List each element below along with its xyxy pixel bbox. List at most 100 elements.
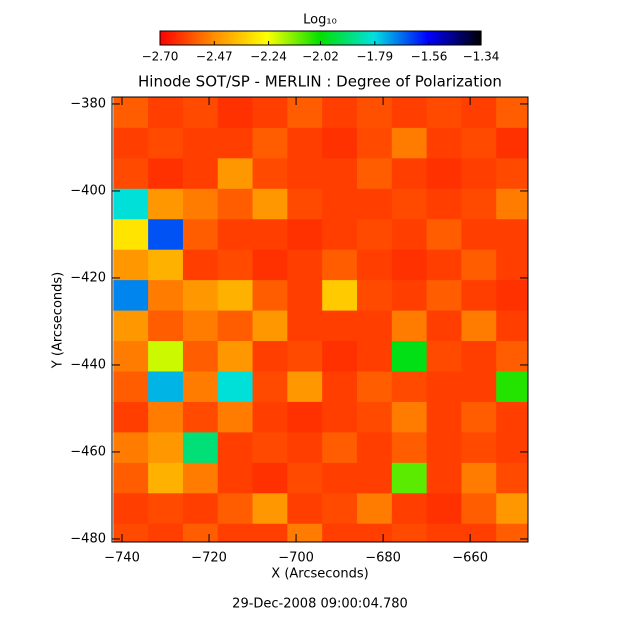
colorbar-swatch <box>472 31 476 45</box>
heatmap-cell <box>356 249 393 281</box>
heatmap-cell <box>217 341 254 372</box>
colorbar-swatch <box>224 31 227 45</box>
heatmap-cell <box>391 127 428 159</box>
colorbar-swatch <box>202 31 205 45</box>
heatmap-cell <box>148 97 184 129</box>
heatmap-cell <box>496 523 528 542</box>
heatmap-cell <box>217 310 254 342</box>
colorbar-swatch <box>286 31 289 45</box>
heatmap-cell <box>287 158 323 190</box>
colorbar-swatch <box>310 31 314 45</box>
colorbar-swatch <box>212 31 215 45</box>
heatmap-cell <box>252 341 288 372</box>
x-tick-label: −700 <box>278 551 314 566</box>
y-axis-label: Y (Arcseconds) <box>51 272 66 369</box>
colorbar-swatch <box>262 31 265 45</box>
colorbar-swatch <box>434 31 438 45</box>
colorbar-swatch <box>276 31 279 45</box>
heatmap-cell <box>461 127 497 159</box>
x-tick-label: −720 <box>191 551 227 566</box>
colorbar-swatch <box>194 31 197 45</box>
heatmap-cell <box>461 341 497 372</box>
heatmap-cell <box>356 432 393 464</box>
colorbar-swatch <box>240 31 243 45</box>
heatmap-cell <box>287 280 323 312</box>
heatmap-cell <box>426 371 462 403</box>
heatmap-cell <box>217 493 254 525</box>
heatmap-cell <box>182 188 219 220</box>
colorbar-tick-label: −1.79 <box>356 50 393 64</box>
colorbar-swatch <box>266 31 269 45</box>
heatmap-cell <box>182 341 219 372</box>
colorbar-swatch <box>182 31 185 45</box>
heatmap-cell <box>113 158 149 190</box>
heatmap-cell <box>287 219 323 251</box>
heatmap-cell <box>113 310 149 342</box>
colorbar-swatch <box>304 31 308 45</box>
heatmap-cell <box>252 432 288 464</box>
heatmap-cell <box>356 310 393 342</box>
heatmap-cell <box>287 97 323 129</box>
heatmap-cell <box>322 280 358 312</box>
colorbar-swatch <box>208 31 211 45</box>
heatmap-cell <box>496 371 528 403</box>
colorbar-swatch <box>350 31 354 45</box>
heatmap-cell <box>252 493 288 525</box>
heatmap-cell <box>461 280 497 312</box>
heatmap-cell <box>217 188 254 220</box>
heatmap-cell <box>461 188 497 220</box>
heatmap-cell <box>148 341 184 372</box>
heatmap-cell <box>252 401 288 433</box>
chart-title: Hinode SOT/SP - MERLIN : Degree of Polar… <box>138 73 502 91</box>
heatmap-cell <box>217 462 254 494</box>
heatmap-cell <box>322 249 358 281</box>
heatmap-cell <box>287 249 323 281</box>
heatmap-cell <box>148 371 184 403</box>
colorbar-swatch <box>470 31 474 45</box>
colorbar-swatch <box>442 31 446 45</box>
colorbar-swatch <box>438 31 442 45</box>
colorbar-swatch <box>186 31 189 45</box>
heatmap-cell <box>148 188 184 220</box>
colorbar-swatch <box>270 31 273 45</box>
x-tick-label: −660 <box>452 551 488 566</box>
heatmap-cell <box>496 432 528 464</box>
heatmap-cell <box>356 97 393 129</box>
heatmap-cell <box>496 249 528 281</box>
heatmap-cell <box>148 249 184 281</box>
colorbar-swatch <box>462 31 466 45</box>
colorbar-swatch <box>332 31 336 45</box>
heatmap-cell <box>217 432 254 464</box>
colorbar-swatch <box>176 31 179 45</box>
heatmap-cell <box>148 462 184 494</box>
colorbar-swatch <box>226 31 229 45</box>
heatmap-cell <box>322 158 358 190</box>
heatmap-cell <box>322 523 358 542</box>
heatmap-cell <box>148 401 184 433</box>
colorbar-swatch <box>422 31 426 45</box>
heatmap-cell <box>496 97 528 129</box>
heatmap-cell <box>252 280 288 312</box>
colorbar-swatch <box>248 31 251 45</box>
colorbar-swatch <box>398 31 402 45</box>
colorbar-swatch <box>392 31 396 45</box>
heatmap-cell <box>496 493 528 525</box>
colorbar-swatch <box>364 31 368 45</box>
colorbar-swatch <box>384 31 388 45</box>
heatmap-cell <box>391 371 428 403</box>
heatmap-cell <box>252 310 288 342</box>
colorbar-swatch <box>476 31 480 45</box>
heatmap-cell <box>426 127 462 159</box>
heatmap-cell <box>113 401 149 433</box>
heatmap-cell <box>426 188 462 220</box>
heatmap-cell <box>426 97 462 129</box>
colorbar-swatch <box>416 31 420 45</box>
heatmap-cell <box>356 158 393 190</box>
heatmap-cell <box>252 97 288 129</box>
colorbar-swatch <box>204 31 207 45</box>
colorbar-tick-label: −2.02 <box>302 50 339 64</box>
heatmap-cell <box>148 280 184 312</box>
heatmap-cell <box>113 462 149 494</box>
colorbar-tick-label: −1.34 <box>463 50 500 64</box>
heatmap-cell <box>182 219 219 251</box>
